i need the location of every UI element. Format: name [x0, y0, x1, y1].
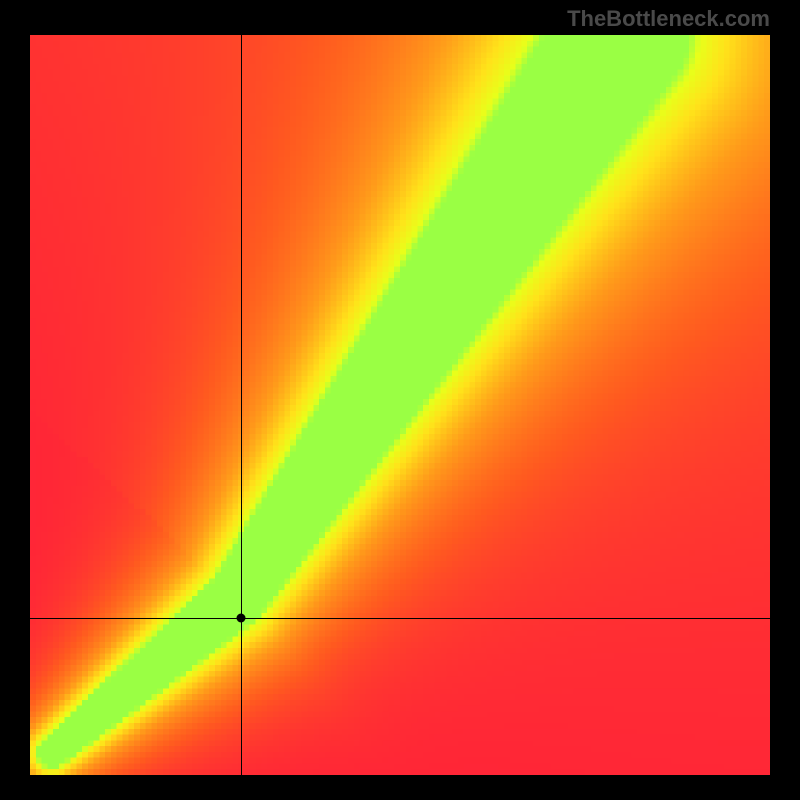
crosshair-marker — [236, 614, 245, 623]
heatmap-canvas — [30, 35, 770, 775]
plot-area — [30, 35, 770, 775]
watermark-text: TheBottleneck.com — [567, 6, 770, 32]
chart-container: TheBottleneck.com — [0, 0, 800, 800]
crosshair-horizontal — [30, 618, 770, 619]
crosshair-vertical — [241, 35, 242, 775]
